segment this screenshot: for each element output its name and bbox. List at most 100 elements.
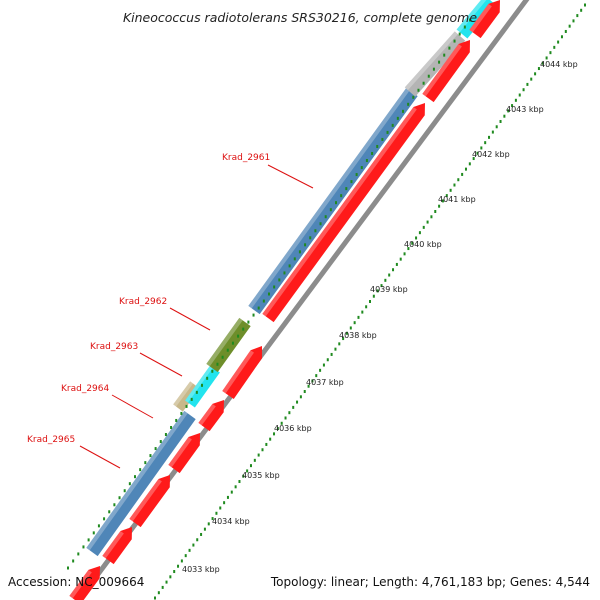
ruler-dot	[231, 341, 234, 345]
ruler-dot	[457, 178, 460, 182]
ruler-dot	[303, 390, 306, 394]
ruler-dot	[195, 390, 198, 394]
ruler-dot	[161, 585, 164, 589]
accession-text: Accession: NC_009664	[8, 575, 144, 589]
ruler-dot	[238, 480, 241, 484]
ruler-dot	[511, 104, 514, 108]
ruler-dot	[67, 566, 69, 570]
ruler-dot	[230, 490, 233, 494]
ruler-dot	[415, 236, 418, 240]
ruler-dot	[380, 284, 383, 288]
ruler-dot	[461, 172, 464, 176]
ruler-dot	[173, 570, 176, 574]
ruler-dot	[480, 146, 483, 150]
ruler-dot	[118, 496, 121, 500]
ruler-dot	[169, 575, 172, 579]
ruler-dot	[77, 552, 80, 556]
gene-block	[248, 87, 418, 315]
kbp-tick-label: 4035 kbp	[242, 471, 280, 480]
ruler-dot	[192, 543, 195, 547]
ruler-dot	[350, 180, 353, 184]
gene-label-leader	[139, 352, 183, 377]
ruler-dot	[376, 289, 379, 293]
ruler-dot	[257, 453, 260, 457]
ruler-dot	[402, 109, 404, 113]
gene-label-leader	[169, 307, 211, 331]
ruler-dot	[322, 363, 325, 367]
ruler-dot	[349, 326, 352, 330]
ruler-dot	[257, 306, 260, 310]
ruler-dot	[234, 485, 237, 489]
ruler-dot	[288, 264, 291, 268]
ruler-dot	[157, 591, 160, 595]
ruler-dot	[177, 564, 180, 568]
ruler-dot	[384, 278, 387, 282]
ruler-dot	[139, 468, 142, 472]
cds-arrow	[129, 474, 171, 528]
ruler-dot	[422, 225, 425, 229]
gene-label-leader	[267, 164, 314, 189]
ruler-dot	[144, 461, 147, 465]
ruler-dot	[345, 187, 348, 191]
ruler-dot	[273, 432, 276, 436]
ruler-dot	[340, 194, 343, 198]
ruler-dot	[534, 72, 537, 76]
ruler-dot	[92, 531, 95, 535]
gene-label-leader	[111, 394, 154, 419]
ruler-dot	[568, 24, 571, 28]
ruler-dot	[495, 125, 498, 129]
ruler-dot	[545, 56, 548, 60]
gene-label: Krad_2963	[90, 342, 138, 352]
ruler-dot	[278, 278, 281, 282]
gene-block	[86, 410, 196, 557]
ruler-dot	[476, 151, 479, 155]
kbp-tick-label: 4043 kbp	[506, 105, 544, 114]
ruler-dot	[463, 25, 466, 29]
ruler-dot	[113, 503, 116, 507]
ruler-dot	[360, 166, 363, 170]
ruler-dot	[201, 383, 203, 387]
ruler-dot	[445, 194, 448, 198]
ruler-dot	[184, 554, 187, 558]
ruler-dot	[216, 362, 219, 366]
ruler-dot	[372, 294, 375, 298]
ruler-dot	[418, 231, 421, 235]
ruler-dot	[449, 188, 452, 192]
ruler-dot	[237, 334, 240, 338]
kbp-tick-label: 4033 kbp	[182, 565, 220, 574]
ruler-dot	[549, 51, 552, 55]
ruler-dot	[417, 88, 420, 92]
ruler-dot	[353, 321, 356, 325]
gene-label: Krad_2962	[119, 297, 167, 307]
ruler-dot	[180, 559, 183, 563]
gene-label: Krad_2965	[27, 435, 75, 445]
gene-labels: Krad_2961 Krad_2962 Krad_2963 Krad_2964 Krad…	[27, 153, 314, 469]
ruler-dot	[262, 299, 265, 303]
ruler-dot	[443, 53, 446, 57]
cds-arrow	[469, 0, 501, 39]
cds-arrow	[168, 433, 200, 474]
ruler-dot	[458, 32, 461, 36]
cds-arrow	[422, 39, 471, 103]
ruler-dot	[576, 14, 579, 18]
ruler-dot	[564, 29, 567, 33]
ruler-dot	[223, 501, 226, 505]
ruler-dot	[185, 404, 188, 408]
kbp-tick-label: 4042 kbp	[472, 150, 510, 159]
ruler-dot	[438, 60, 441, 64]
ruler-dot	[190, 397, 193, 401]
ruler-dot	[196, 538, 199, 542]
ruler-dot	[355, 173, 358, 177]
kbp-tick-label: 4044 kbp	[540, 60, 578, 69]
ruler-dot	[299, 395, 302, 399]
ruler-dot	[226, 348, 229, 352]
ruler-dot	[453, 39, 456, 43]
ruler-dot	[97, 524, 100, 528]
ruler-dot	[211, 369, 214, 373]
ruler-dot	[335, 201, 337, 205]
ruler-dot	[376, 144, 379, 148]
ruler-dot	[134, 475, 136, 479]
ruler-dot	[280, 421, 283, 425]
ruler-dot	[103, 517, 106, 521]
ruler-dot	[276, 427, 279, 431]
